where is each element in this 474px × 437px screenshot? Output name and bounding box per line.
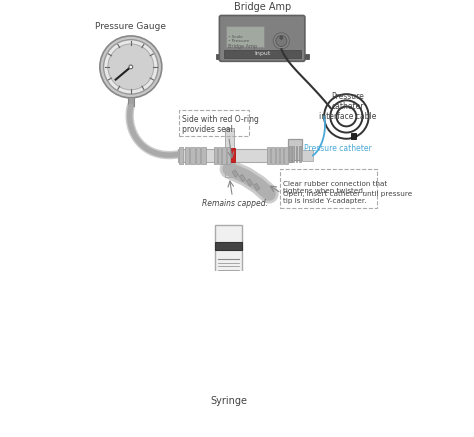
Text: Bridge Amp: Bridge Amp [234,2,291,12]
Bar [128,97,134,106]
Text: • Scale: • Scale [228,35,243,39]
Bar [196,147,200,164]
Text: Remains capped.: Remains capped. [202,199,268,208]
Text: Pressure
catheter
interface cable: Pressure catheter interface cable [319,92,376,121]
Bar [302,150,313,161]
Circle shape [273,33,290,49]
Bar [351,132,356,139]
Bar [222,147,226,163]
Bar [300,54,309,59]
Bar [267,147,270,164]
Text: Open, insert catheter until pressure
tip is inside Y-cadapter.: Open, insert catheter until pressure tip… [283,191,412,204]
Text: Syringe: Syringe [210,396,247,406]
Bar [299,146,301,162]
Bar [215,242,242,250]
Bar [254,183,260,191]
Bar [201,147,206,164]
Text: • Pressure: • Pressure [228,39,249,43]
Bar [224,49,301,58]
Bar [226,26,264,47]
Circle shape [100,36,162,98]
Text: Input: Input [254,52,270,56]
Circle shape [276,35,287,46]
Text: Pressure catheter: Pressure catheter [304,144,372,153]
Bar [185,147,189,164]
Bar [211,382,246,388]
Bar [284,147,288,164]
FancyBboxPatch shape [219,15,305,61]
Bar [227,318,230,377]
Bar [232,170,238,177]
Bar [227,147,230,163]
Text: Bridge Amp: Bridge Amp [228,44,257,49]
Bar [296,146,298,162]
Bar [224,301,234,307]
Bar [190,147,195,164]
Text: Pressure Gauge: Pressure Gauge [95,22,166,31]
Bar [239,174,246,182]
Bar [272,147,274,164]
Bar [215,225,242,302]
Bar [290,146,291,162]
Bar [179,147,183,164]
Bar [246,179,253,186]
Bar [292,146,294,162]
Bar [230,148,235,162]
Circle shape [280,36,283,39]
Bar [225,128,234,177]
Text: Clear rubber connection that
tightens when twisted.: Clear rubber connection that tightens wh… [283,181,387,194]
Bar [178,149,292,162]
Circle shape [108,44,154,90]
Bar [225,306,232,313]
Bar [216,54,224,59]
Bar [276,147,279,164]
Text: Side with red O-ring
provides seal.: Side with red O-ring provides seal. [182,114,259,134]
Bar [214,147,217,163]
Bar [218,147,221,163]
Bar [280,147,283,164]
Circle shape [103,40,158,94]
Bar [288,139,302,160]
Circle shape [129,65,133,69]
